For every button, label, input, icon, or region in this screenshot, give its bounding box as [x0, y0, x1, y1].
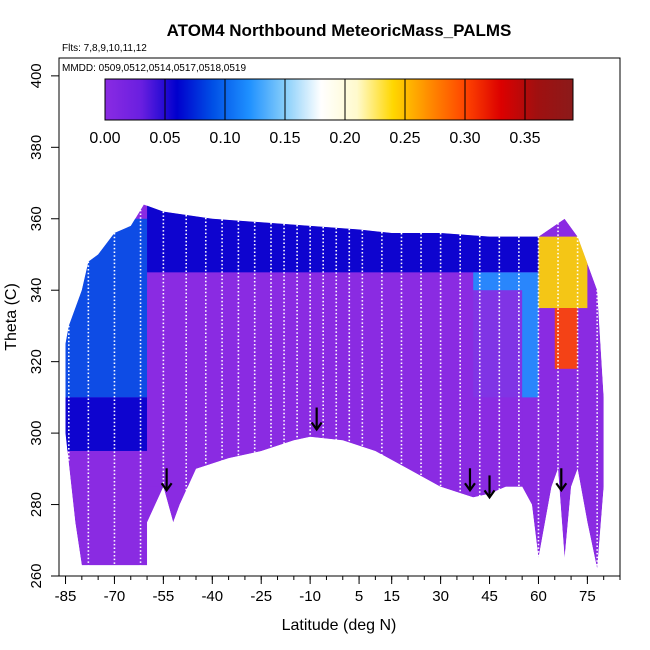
colorbar-tick-label: 0.05 [149, 130, 180, 147]
y-axis-label: Theta (C) [3, 283, 20, 351]
dates-text: MMDD: 0509,0512,0514,0517,0518,0519 [62, 63, 246, 74]
flights-text: Flts: 7,8,9,10,11,12 [62, 43, 147, 54]
heatmap-region [65, 218, 148, 398]
colorbar-tick-label: 0.15 [269, 130, 300, 147]
x-tick-label: 15 [383, 588, 400, 605]
plot-area [65, 204, 604, 569]
heatmap-layer [65, 204, 604, 569]
x-tick-label: 45 [481, 588, 498, 605]
arrow-marker-layer [160, 407, 568, 500]
y-tick-label: 300 [28, 421, 45, 446]
arrow-head [464, 482, 476, 493]
colorbar-tick-label: 0.00 [89, 130, 120, 147]
x-tick-label: -70 [104, 588, 126, 605]
x-tick-label: 30 [432, 588, 449, 605]
arrow-head [483, 489, 496, 500]
x-axis-label: Latitude (deg N) [282, 617, 397, 634]
y-tick-label: 400 [28, 63, 45, 88]
x-tick-label: 5 [355, 588, 363, 605]
arrow-head [555, 482, 568, 493]
x-tick-label: -85 [55, 588, 77, 605]
colorbar-tick-label: 0.10 [209, 130, 240, 147]
arrow-head [160, 482, 173, 493]
x-axis: -85 -70 -55 -40 -25 -10 5 15 30 45 60 75 [55, 576, 621, 605]
y-tick-label: 280 [28, 492, 45, 517]
heatmap-region [65, 397, 148, 451]
colorbar-gradient [104, 78, 574, 121]
arrow-marker [310, 407, 323, 432]
colorbar: 0.00 0.05 0.10 0.15 0.20 0.25 0.30 0.35 [89, 78, 574, 147]
arrow-marker [160, 468, 173, 493]
x-tick-label: -55 [153, 588, 175, 605]
colorbar-tick-label: 0.35 [509, 130, 540, 147]
heatmap-region [538, 236, 588, 309]
y-tick-label: 340 [28, 278, 45, 303]
heatmap-cells [65, 204, 604, 569]
x-tick-label: -25 [250, 588, 272, 605]
colorbar-ticks: 0.00 0.05 0.10 0.15 0.20 0.25 0.30 0.35 [89, 79, 541, 147]
arrow-marker [464, 468, 476, 493]
y-tick-label: 360 [28, 206, 45, 231]
plot-frame [58, 57, 621, 577]
heatmap-region [147, 290, 523, 487]
colorbar-tick-label: 0.25 [389, 130, 420, 147]
colorbar-tick-label: 0.20 [329, 130, 360, 147]
y-tick-label: 380 [28, 135, 45, 160]
y-axis: 260 280 300 320 340 360 380 400 [28, 63, 59, 589]
chart-title: ATOM4 Northbound MeteoricMass_PALMS [167, 21, 512, 40]
flight-track-layer [67, 209, 598, 569]
x-tick-label: 60 [530, 588, 547, 605]
y-tick-label: 260 [28, 563, 45, 588]
heatmap-region [554, 308, 578, 369]
x-tick-label: -40 [201, 588, 223, 605]
arrow-marker [483, 475, 496, 500]
x-tick-label: -10 [299, 588, 321, 605]
y-tick-label: 320 [28, 349, 45, 374]
arrow-head [310, 421, 323, 432]
colorbar-tick-label: 0.30 [449, 130, 480, 147]
x-tick-label: 75 [579, 588, 596, 605]
arrow-marker [555, 468, 568, 493]
